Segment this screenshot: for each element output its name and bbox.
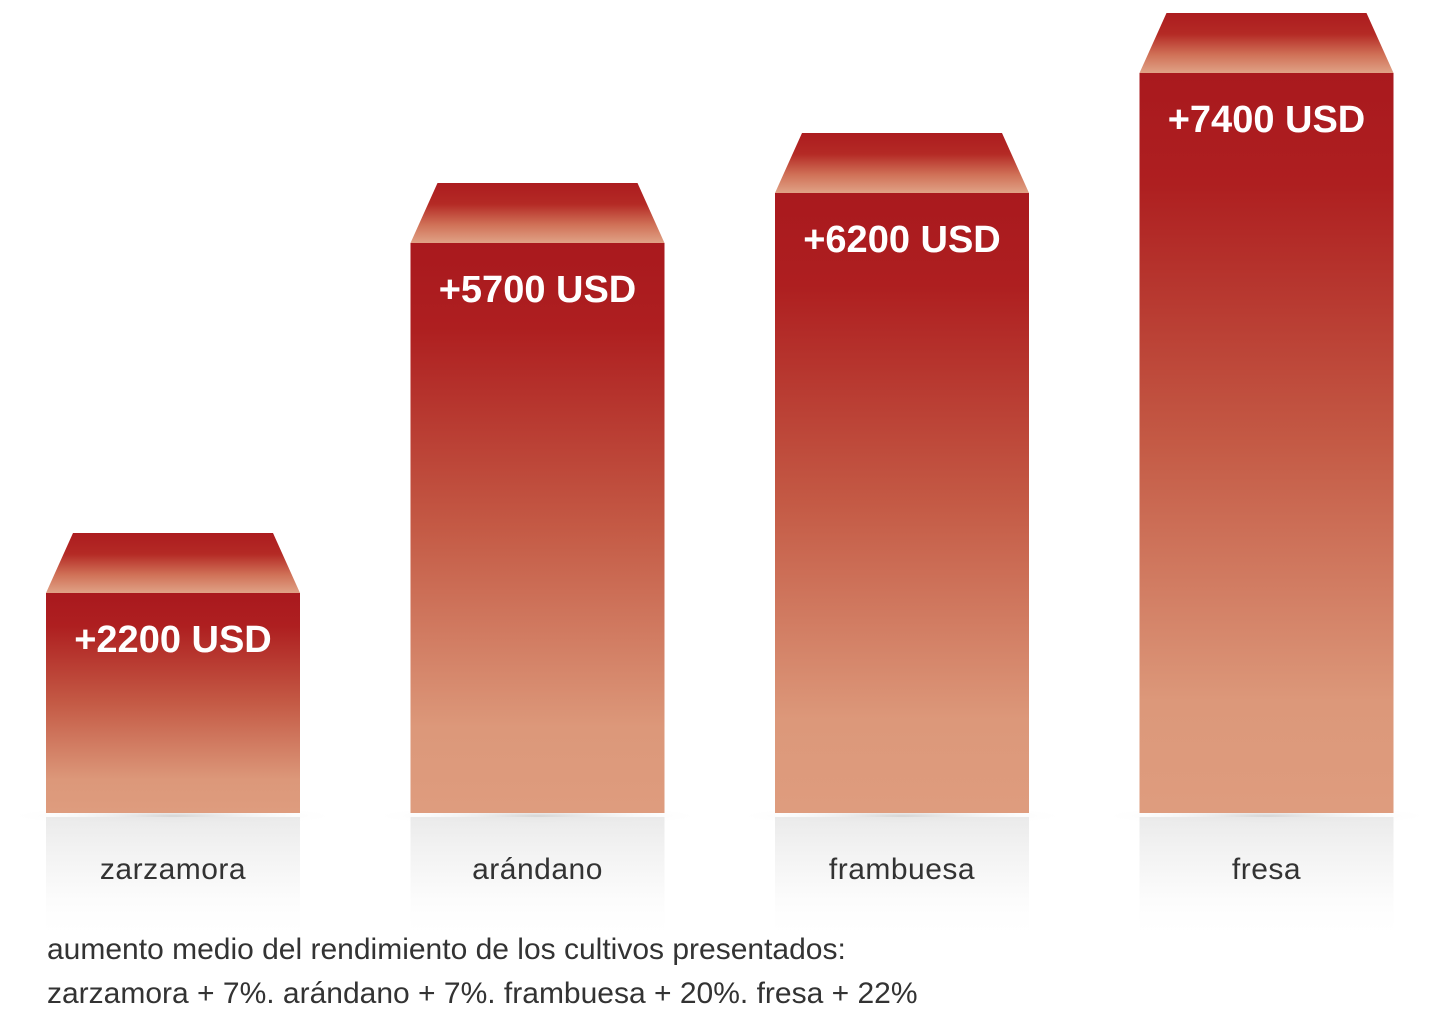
category-label: arándano	[472, 853, 603, 886]
data-label: +7400 USD	[1168, 99, 1366, 141]
bar-top-cap	[46, 533, 300, 593]
footnote-line-1: aumento medio del rendimiento de los cul…	[47, 933, 846, 966]
bar-top-cap	[1139, 13, 1394, 73]
footnote-line-2: zarzamora + 7%. arándano + 7%. frambuesa…	[47, 977, 918, 1010]
data-label: +2200 USD	[74, 619, 272, 661]
bar-top-cap	[775, 133, 1029, 193]
bar-top-cap	[410, 183, 665, 243]
bar	[46, 593, 300, 813]
bar-group-1: +5700 USD arándano	[370, 183, 705, 942]
footnote: aumento medio del rendimiento de los cul…	[47, 928, 1347, 1016]
category-label: frambuesa	[829, 853, 975, 886]
bar-group-2: +6200 USD frambuesa	[735, 133, 1069, 942]
bar	[1139, 73, 1394, 813]
bar	[775, 193, 1029, 813]
category-label: fresa	[1232, 853, 1301, 886]
bar-reflection	[410, 817, 665, 942]
bar-reflection	[1139, 817, 1394, 942]
data-label: +6200 USD	[803, 219, 1001, 261]
bar-reflection	[46, 817, 300, 942]
bar-reflection	[775, 817, 1029, 942]
category-label: zarzamora	[100, 853, 246, 886]
bar-group-3: +7400 USD fresa	[1099, 13, 1434, 942]
bar-group-0: +2200 USD zarzamora	[6, 533, 340, 942]
bar	[410, 243, 665, 813]
data-label: +5700 USD	[439, 269, 637, 311]
